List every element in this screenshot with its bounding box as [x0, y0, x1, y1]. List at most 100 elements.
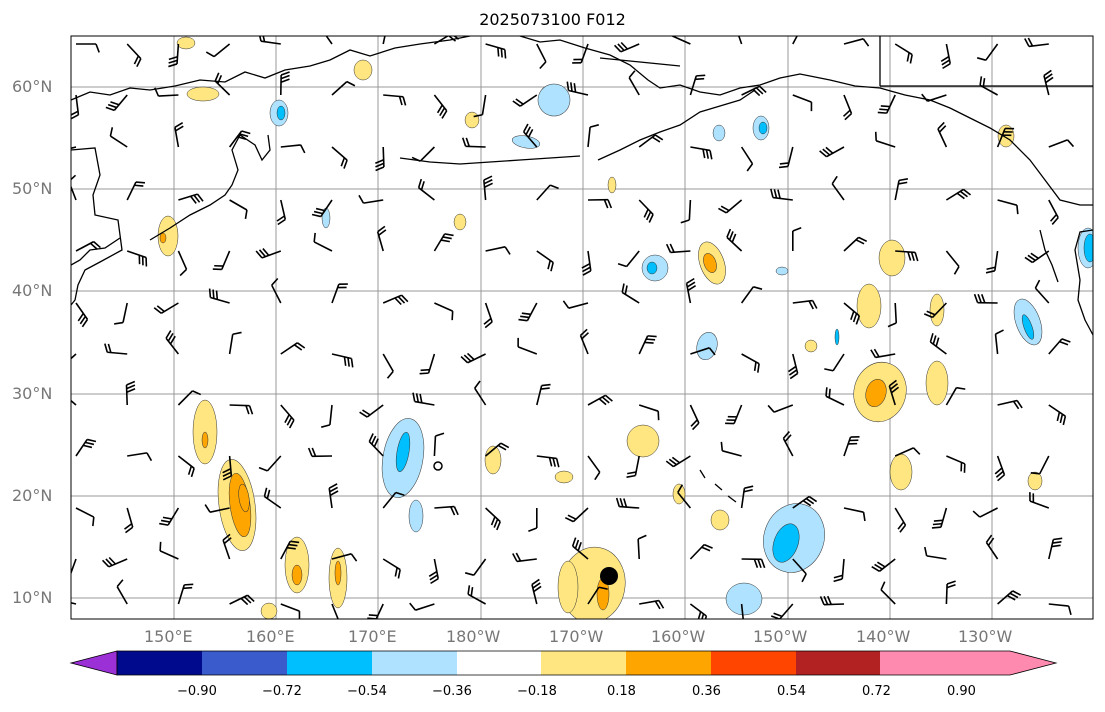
wind-barb [474, 387, 487, 406]
wind-barb-flag [397, 569, 401, 579]
wind-barb-flag [686, 281, 696, 288]
wind-barb-flag [668, 458, 677, 466]
wind-barb-flag [358, 194, 365, 204]
coastline [399, 155, 581, 165]
wind-barb-flag [937, 121, 945, 130]
wind-barb-flag [64, 386, 67, 394]
wind-barb-flag [533, 585, 542, 593]
colorbar-over-arrow [964, 651, 1056, 675]
contour-patch [758, 121, 768, 135]
wind-barb-flag [169, 335, 176, 345]
wind-barb [433, 36, 450, 45]
contour-patch [334, 560, 342, 586]
wind-barb [434, 302, 453, 312]
wind-barb-flag [394, 297, 402, 306]
wind-barb-flag [931, 526, 941, 529]
wind-barb-flag [126, 380, 136, 386]
wind-barb-flag [906, 52, 910, 62]
wind-barb-flag [515, 552, 522, 562]
wind-barb [127, 452, 148, 457]
wind-barb-flag [521, 312, 531, 316]
wind-barb-flag [1030, 472, 1040, 475]
wind-barb-flag [825, 387, 828, 397]
wind-barb-flag [474, 380, 481, 389]
wind-barb-flag [912, 447, 921, 455]
wind-barb-flag [160, 519, 171, 523]
wind-barb-flag [956, 192, 965, 200]
wind-barb-flag [736, 23, 743, 29]
wind-barb-flag [1049, 213, 1058, 222]
wind-barb-flag [401, 294, 409, 303]
wind-barb-flag [589, 124, 599, 128]
wind-barb-flag [146, 452, 153, 462]
wind-barb-flag [1059, 340, 1069, 346]
wind-barb-flag [574, 539, 580, 549]
wind-barb-flag [1012, 400, 1020, 410]
contour-patch [929, 293, 945, 327]
wind-barb [677, 491, 692, 509]
wind-barb-flag [286, 546, 296, 550]
wind-barb-flag [825, 146, 834, 154]
wind-barb [159, 550, 179, 560]
wind-barb [228, 334, 234, 355]
wind-barb-flag [81, 318, 89, 328]
wind-barb-flag [329, 490, 339, 497]
wind-barb-flag [239, 133, 249, 138]
wind-barb-flag [95, 43, 100, 53]
lat-label-50n: 50°N [12, 179, 53, 198]
wind-barb-flag [175, 125, 184, 132]
wind-barb-flag [1053, 537, 1063, 541]
wind-barb-flag [483, 175, 493, 181]
wind-barb-flag [665, 460, 674, 468]
wind-barb [985, 43, 999, 61]
wind-barb [517, 346, 538, 355]
wind-barb-flag [262, 36, 266, 42]
wind-barb [536, 184, 551, 201]
wind-barb-flag [373, 438, 379, 448]
wind-barb [229, 199, 248, 211]
wind-barb-flag [483, 179, 493, 185]
wind-barb-flag [680, 219, 690, 224]
wind-barb-flag [921, 93, 929, 102]
wind-barb-flag [728, 231, 734, 241]
wind-barb-flag [82, 444, 93, 449]
wind-barb-flag [548, 457, 553, 467]
wind-barb-flag [932, 335, 937, 345]
wind-barb-flag [428, 570, 438, 577]
wind-barb-flag [196, 193, 204, 202]
wind-barb-flag [753, 286, 763, 290]
wind-barb-flag [792, 227, 802, 232]
wind-barb-flag [525, 126, 532, 136]
wind-barb-flag [799, 33, 808, 34]
wind-barb-flag [1034, 279, 1041, 289]
wind-barb-flag [870, 349, 877, 358]
wind-barb-flag [873, 348, 880, 358]
wind-barb-flag [929, 333, 934, 343]
wind-barb-flag [744, 485, 754, 489]
contour-patch [775, 266, 789, 276]
colorbar-segment [202, 651, 287, 675]
wind-barb-flag [497, 47, 500, 57]
wind-barb-flag [844, 112, 853, 121]
wind-barb-flag [288, 543, 298, 547]
wind-barb [997, 199, 1018, 206]
wind-barb-flag [397, 296, 406, 304]
map-frame [71, 36, 1093, 619]
wind-barb-flag [520, 315, 530, 319]
contour-patch [201, 431, 209, 449]
wind-barb [177, 250, 188, 270]
wind-barb-flag [126, 384, 136, 390]
wind-barb-flag [527, 129, 534, 138]
wind-barb-flag [802, 26, 811, 27]
wind-barb-flag [570, 82, 573, 92]
wind-barb-flag [582, 266, 591, 273]
colorbar-label: −0.72 [262, 684, 302, 699]
wind-barb-flag [701, 546, 711, 552]
wind-barb-flag [888, 379, 897, 387]
wind-barb-flag [212, 289, 215, 299]
wind-barb-flag [643, 208, 649, 218]
wind-barb-flag [1043, 69, 1052, 77]
colorbar [69, 650, 1058, 676]
wind-barb-flag [651, 136, 661, 143]
wind-barb-flag [959, 190, 968, 198]
